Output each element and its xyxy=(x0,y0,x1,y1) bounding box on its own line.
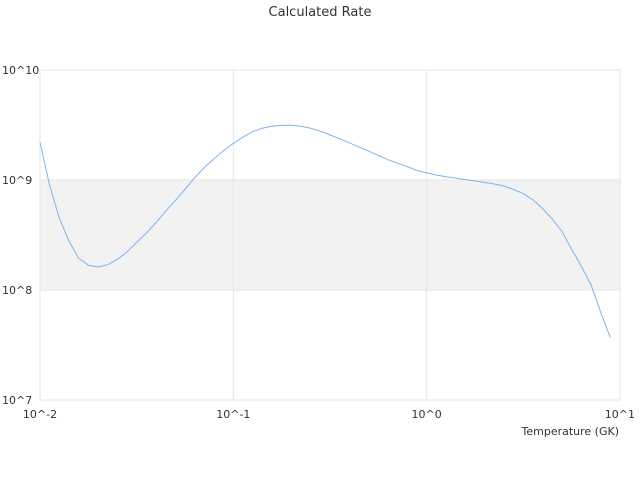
y-tick-labels: 10^7 10^8 10^9 10^10 xyxy=(2,64,39,407)
x-axis-label: Temperature (GK) xyxy=(521,425,620,438)
y-tick-label: 10^7 xyxy=(2,394,32,407)
y-tick-label: 10^10 xyxy=(2,64,39,77)
series-line xyxy=(39,124,611,338)
y-plot-band xyxy=(40,180,620,290)
y-tick-label: 10^8 xyxy=(2,284,32,297)
gridlines xyxy=(39,69,621,401)
x-tick-label: 10^1 xyxy=(605,408,635,421)
x-tick-label: 10^-2 xyxy=(23,408,57,421)
chart-title: Calculated Rate xyxy=(269,5,372,20)
x-tick-label: 10^-1 xyxy=(216,408,250,421)
y-tick-label: 10^9 xyxy=(2,174,32,187)
series-lines xyxy=(39,124,611,338)
x-tick-label: 10^0 xyxy=(412,408,442,421)
plot-bands xyxy=(40,180,620,290)
x-tick-labels: 10^-2 10^-1 10^0 10^1 xyxy=(23,408,635,421)
